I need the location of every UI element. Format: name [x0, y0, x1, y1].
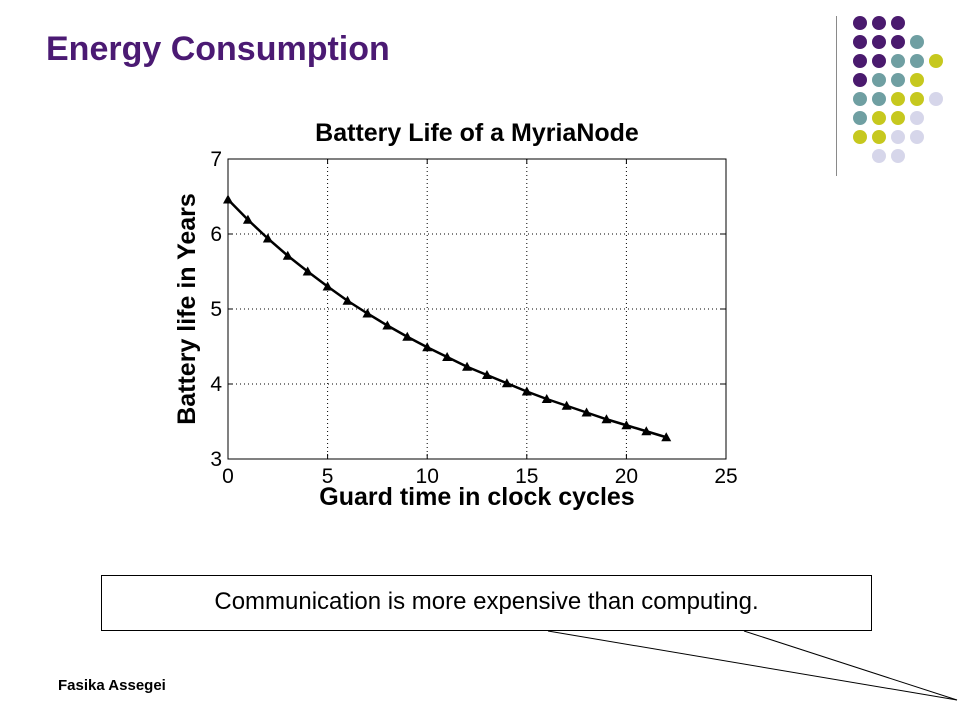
decorative-dot: [910, 35, 924, 49]
decorative-dot: [891, 130, 905, 144]
data-point-marker: [501, 378, 512, 388]
data-point-marker: [342, 295, 353, 305]
decorative-dot: [853, 16, 867, 30]
data-point-marker: [581, 407, 592, 417]
callout-box: Communication is more expensive than com…: [101, 575, 872, 631]
decorative-dot: [891, 16, 905, 30]
decorative-dot: [853, 54, 867, 68]
decorative-dot: [872, 73, 886, 87]
data-point-marker: [601, 414, 612, 424]
decorative-dot: [910, 130, 924, 144]
battery-life-chart: 0 5 10 15 20 25 3 4 5 6 7 Battery Life of a MyriaN…: [173, 119, 738, 511]
x-tick-label: 0: [222, 465, 234, 488]
decorative-dot: [929, 92, 943, 106]
x-axis-label: Guard time in clock cycles: [319, 483, 634, 511]
footer-author: Fasika Assegei: [58, 677, 166, 694]
decorative-dot: [929, 54, 943, 68]
x-tick-label: 25: [714, 465, 737, 488]
data-point-marker: [641, 426, 652, 436]
slide-title: Energy Consumption: [46, 30, 390, 68]
y-axis-label: Battery life in Years: [173, 193, 201, 425]
data-point-marker: [462, 361, 473, 371]
chart-ticks: 0 5 10 15 20 25 3 4 5 6 7: [210, 148, 737, 488]
decorative-dot: [853, 73, 867, 87]
chart-title: Battery Life of a MyriaNode: [315, 119, 639, 147]
decorative-dot: [872, 111, 886, 125]
data-point-marker: [382, 320, 393, 330]
decorative-dot: [891, 111, 905, 125]
x-tick-label: 15: [515, 465, 538, 488]
decorative-dot: [910, 111, 924, 125]
x-tick-label: 5: [322, 465, 334, 488]
y-tick-label: 3: [210, 448, 222, 471]
y-tick-label: 6: [210, 223, 222, 246]
decorative-dot: [872, 54, 886, 68]
data-point-marker: [302, 266, 313, 276]
decorative-dot: [891, 92, 905, 106]
data-point-marker: [481, 370, 492, 379]
data-point-marker: [621, 420, 632, 430]
decorative-dot: [853, 92, 867, 106]
x-tick-label: 10: [416, 465, 439, 488]
decorative-dot: [853, 111, 867, 125]
decorative-dot: [891, 73, 905, 87]
data-point-marker: [322, 281, 333, 291]
decorative-dot: [910, 54, 924, 68]
decorative-dot: [872, 92, 886, 106]
callout-text: Communication is more expensive than com…: [214, 588, 759, 615]
decorative-dot: [872, 16, 886, 30]
decorative-dot: [853, 130, 867, 144]
decorative-dot: [853, 35, 867, 49]
decorative-dot: [891, 35, 905, 49]
data-point-marker: [362, 308, 373, 318]
decorative-dot: [872, 35, 886, 49]
data-point-marker: [561, 400, 572, 410]
decorative-dot: [891, 149, 905, 163]
data-point-marker: [661, 432, 672, 442]
y-tick-label: 4: [210, 373, 222, 396]
data-point-marker: [442, 352, 453, 361]
data-point-marker: [521, 386, 532, 396]
decorative-divider: [836, 16, 837, 176]
data-point-marker: [402, 331, 413, 341]
data-point-marker: [282, 250, 293, 260]
decorative-dot: [891, 54, 905, 68]
data-point-marker: [541, 394, 552, 403]
decorative-dot: [872, 149, 886, 163]
chart-grid: [228, 159, 726, 459]
y-tick-label: 5: [210, 298, 222, 321]
decorative-dot: [910, 92, 924, 106]
data-point-marker: [422, 342, 433, 352]
data-point-marker: [242, 214, 253, 224]
decorative-dot: [872, 130, 886, 144]
x-tick-label: 20: [615, 465, 638, 488]
data-point-marker: [262, 233, 273, 243]
y-tick-label: 7: [210, 148, 222, 171]
series-markers: [223, 194, 672, 442]
data-point-marker: [223, 194, 233, 204]
decorative-dot: [910, 73, 924, 87]
